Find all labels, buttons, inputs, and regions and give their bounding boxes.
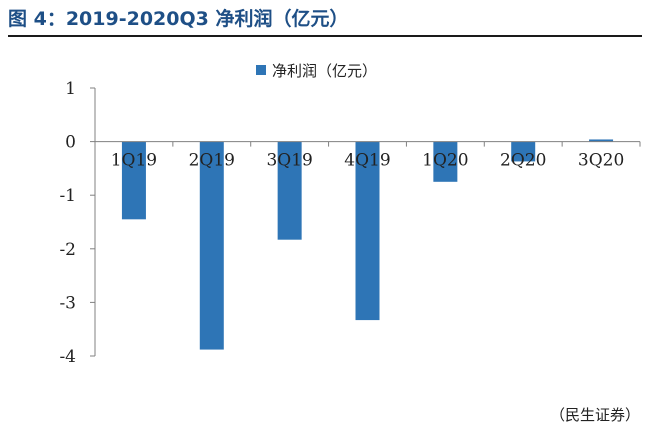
y-tick-label: -1 — [59, 186, 76, 206]
x-tick-label-2Q19: 2Q19 — [189, 151, 235, 171]
bar-2Q20 — [511, 141, 536, 162]
legend-swatch — [256, 65, 266, 75]
x-tick-label-2Q20: 2Q20 — [500, 151, 546, 171]
title-underline — [8, 35, 642, 37]
bar-4Q19 — [355, 141, 380, 321]
x-tick-label-1Q20: 1Q20 — [422, 151, 468, 171]
legend: 净利润（亿元） — [256, 60, 377, 80]
y-tick-label: -4 — [59, 347, 76, 367]
bar-3Q19 — [277, 141, 302, 240]
source-note: （民生证券） — [549, 406, 640, 424]
bar-1Q19 — [121, 141, 146, 220]
bar-1Q20 — [433, 141, 458, 182]
bars-group — [121, 139, 614, 350]
chart-title: 图 4：2019-2020Q3 净利润（亿元） — [8, 8, 349, 30]
labels-group: 1 0 -1 -2 -3 -4 1Q19 2Q19 3Q19 4Q19 1Q20 2Q20 3Q20 — [59, 79, 624, 367]
y-tick-label: -2 — [59, 240, 76, 260]
legend-label: 净利润（亿元） — [272, 61, 378, 80]
x-tick-label-3Q20: 3Q20 — [578, 151, 624, 171]
bar-3Q20 — [589, 139, 614, 142]
x-tick-label-3Q19: 3Q19 — [266, 151, 312, 171]
x-tick-label-1Q19: 1Q19 — [111, 151, 157, 171]
x-tick-label-4Q19: 4Q19 — [344, 151, 390, 171]
bar-2Q19 — [199, 141, 224, 350]
axes-group — [90, 87, 641, 357]
y-tick-label: -3 — [59, 293, 76, 313]
y-tick-label: 0 — [65, 133, 76, 153]
y-tick-label: 1 — [65, 79, 76, 99]
